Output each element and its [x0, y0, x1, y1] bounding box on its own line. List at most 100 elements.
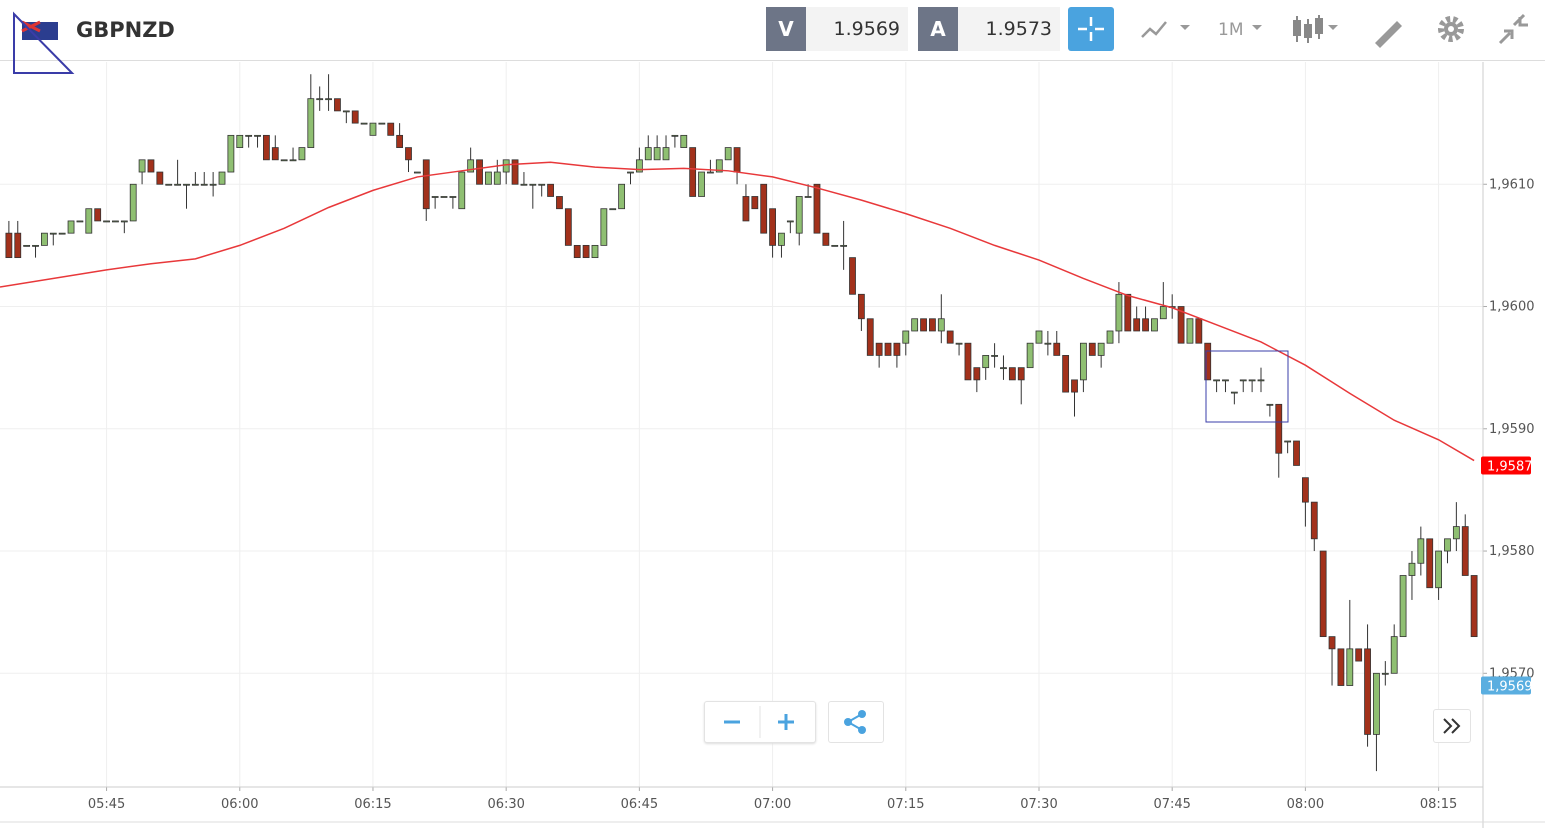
- candle-body: [733, 147, 741, 173]
- candle-body: [1301, 477, 1309, 503]
- candle-body: [227, 134, 235, 173]
- candle-body: [67, 220, 75, 234]
- chart-type-button[interactable]: [1138, 7, 1194, 51]
- candle-body: [1461, 526, 1469, 576]
- candle-body: [138, 159, 146, 173]
- candle-body: [1337, 648, 1345, 686]
- candle-body: [671, 134, 679, 137]
- candle-body: [493, 171, 501, 185]
- x-tick-label: 05:45: [88, 797, 125, 812]
- ask-label[interactable]: A: [918, 7, 958, 51]
- candle-body: [209, 183, 217, 186]
- x-tick-label: 07:45: [1153, 797, 1190, 812]
- candle-body: [1017, 367, 1025, 381]
- candle-body: [165, 183, 173, 186]
- timeframe-caret: [1252, 25, 1262, 30]
- candle-body: [342, 110, 350, 113]
- candle-body: [1204, 342, 1212, 381]
- candle-body: [422, 159, 430, 210]
- candle-body: [174, 183, 182, 186]
- candle-body: [334, 98, 341, 112]
- candle-body: [982, 355, 990, 369]
- candle-body: [707, 171, 714, 174]
- candle-body: [1328, 636, 1336, 650]
- candle-body: [1097, 342, 1105, 356]
- candle-body: [1284, 440, 1292, 443]
- bid-label[interactable]: V: [766, 7, 806, 51]
- candle-body: [485, 171, 492, 185]
- candle-body: [964, 342, 972, 381]
- candle-body: [946, 330, 954, 344]
- candle-body: [1142, 318, 1149, 332]
- candle-body: [1239, 379, 1247, 382]
- candle-body: [635, 159, 643, 173]
- candles-button[interactable]: [1290, 7, 1346, 51]
- candle-body: [778, 232, 785, 246]
- candle-body: [94, 208, 102, 222]
- candle-body: [609, 208, 617, 211]
- candle-body: [147, 159, 155, 173]
- candle-body: [325, 98, 332, 101]
- x-tick-label: 06:45: [621, 797, 658, 812]
- candle-body: [1230, 391, 1238, 394]
- x-tick-label: 08:15: [1420, 797, 1457, 812]
- candle-body: [1452, 526, 1460, 540]
- moving-average: [0, 161, 1475, 462]
- candle-body: [476, 159, 483, 185]
- candle-body: [76, 220, 84, 223]
- candle-body: [893, 342, 901, 356]
- candle-body: [840, 244, 848, 247]
- x-tick-label: 06:00: [221, 797, 258, 812]
- bid-price[interactable]: 1.9569: [806, 7, 908, 51]
- candle-body: [1124, 293, 1132, 332]
- candle-body: [1044, 342, 1052, 345]
- selection-box: [1205, 350, 1289, 423]
- candle-body: [5, 232, 13, 259]
- candle-body: [662, 147, 670, 161]
- settings-button[interactable]: [1434, 7, 1470, 51]
- candle-body: [14, 232, 22, 259]
- candle-body: [689, 147, 697, 197]
- draw-button[interactable]: [1370, 7, 1406, 51]
- candle-body: [955, 342, 963, 345]
- candle-body: [289, 159, 297, 162]
- share-button[interactable]: [828, 701, 884, 743]
- candle-body: [653, 147, 661, 161]
- candle-body: [1408, 562, 1416, 576]
- x-tick-label: 06:30: [487, 797, 524, 812]
- candle-body: [538, 183, 546, 186]
- candle-body: [1053, 342, 1061, 356]
- candle-body: [458, 171, 466, 210]
- candle-body: [1364, 648, 1371, 735]
- collapse-button[interactable]: [1496, 7, 1532, 51]
- candle-body: [742, 196, 750, 222]
- candle-body: [857, 293, 865, 320]
- candle-body: [1319, 550, 1327, 638]
- candle-body: [973, 367, 981, 381]
- x-tick-label: 07:15: [887, 797, 924, 812]
- candle-body: [191, 183, 199, 186]
- candle-body: [1381, 672, 1389, 675]
- timeframe-button[interactable]: 1M: [1218, 20, 1244, 40]
- candle-body: [698, 171, 705, 197]
- candle-body: [786, 220, 794, 223]
- ask-price[interactable]: 1.9573: [958, 7, 1060, 51]
- candle-body: [1399, 575, 1407, 638]
- candle-body: [1026, 342, 1034, 369]
- candle-body: [929, 318, 936, 332]
- candle-body: [378, 122, 386, 125]
- candle-body: [875, 342, 883, 356]
- candle-body: [1115, 293, 1123, 332]
- candle-body: [112, 220, 119, 223]
- candle-body: [991, 355, 998, 357]
- crosshair-button[interactable]: [1068, 7, 1114, 51]
- candle-body: [751, 196, 759, 210]
- candle-body: [520, 183, 528, 186]
- x-tick-label: 06:15: [354, 797, 391, 812]
- scroll-right-button[interactable]: [1433, 709, 1471, 743]
- candle-body: [831, 244, 839, 247]
- candle-body: [1266, 403, 1274, 406]
- candle-body: [467, 159, 475, 173]
- candle-body: [1071, 379, 1078, 393]
- candle-body: [911, 318, 919, 332]
